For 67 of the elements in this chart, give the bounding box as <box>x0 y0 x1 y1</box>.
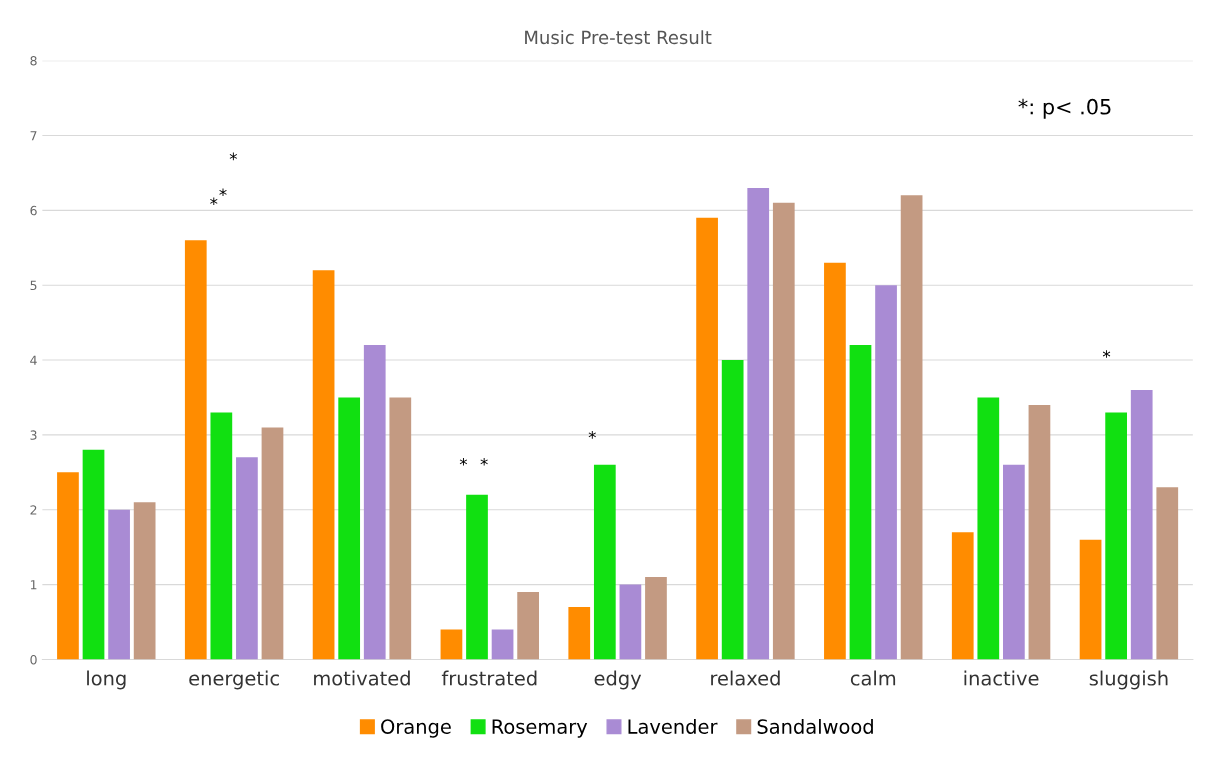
legend-label: Sandalwood <box>757 718 873 734</box>
legend-label: Orange <box>381 719 451 738</box>
bar <box>747 187 770 660</box>
x-tick-label: sluggish <box>1089 670 1168 690</box>
bar <box>1156 487 1179 660</box>
bar <box>517 592 539 660</box>
annotation: * <box>588 431 596 439</box>
annotation: *: p< .05 <box>1018 98 1111 119</box>
y-tick-label: 3 <box>30 430 37 440</box>
y-tick-label: 4 <box>30 355 37 365</box>
x-tick-label: inactive <box>964 670 1039 686</box>
bar <box>645 577 667 660</box>
bar <box>133 502 156 660</box>
bar <box>184 240 207 660</box>
annotation: * <box>229 152 238 161</box>
bar <box>977 397 1000 660</box>
annotation: * <box>459 457 468 466</box>
x-tick-label: frustrated <box>441 670 537 686</box>
x-tick-label: motivated <box>314 670 410 686</box>
x-tick-label: calm <box>850 670 896 686</box>
x-tick-label: relaxed <box>711 670 780 686</box>
bar <box>875 285 897 660</box>
bar <box>82 449 105 660</box>
x-tick-label: long <box>87 670 126 690</box>
annotation: * <box>210 197 218 206</box>
bar <box>108 509 130 660</box>
annotation: * <box>480 457 488 466</box>
bar <box>849 345 872 660</box>
legend-label: Lavender <box>628 718 718 734</box>
bar <box>1003 464 1025 660</box>
bar <box>619 584 642 660</box>
y-tick-label: 0 <box>30 654 37 665</box>
bar <box>210 412 233 660</box>
y-tick-label: 2 <box>30 505 37 515</box>
bar <box>57 472 79 660</box>
bar <box>261 427 284 660</box>
legend-label: Rosemary <box>492 719 588 738</box>
bar <box>236 457 258 660</box>
bar <box>1105 412 1127 660</box>
bar <box>568 607 591 660</box>
bar <box>951 532 974 660</box>
x-tick-label: edgy <box>594 670 642 690</box>
bar <box>466 494 488 660</box>
bar <box>900 195 923 660</box>
bar <box>312 270 335 660</box>
y-tick-label: 6 <box>30 205 37 216</box>
bar <box>389 397 412 660</box>
y-tick-label: 5 <box>30 280 37 291</box>
bar <box>338 397 361 660</box>
bar <box>696 217 718 660</box>
bar <box>824 262 846 660</box>
bar <box>721 360 744 660</box>
x-tick-label: energetic <box>189 670 279 690</box>
y-tick-label: 8 <box>30 56 37 66</box>
bar <box>1079 539 1102 660</box>
annotation: * <box>1102 350 1111 358</box>
chart-title: Music Pre-test Result <box>525 30 712 45</box>
y-tick-label: 7 <box>30 131 37 141</box>
bar <box>363 345 386 660</box>
bar <box>772 202 795 660</box>
bar <box>1028 404 1051 660</box>
bar <box>1130 389 1153 660</box>
bar <box>593 464 616 660</box>
y-tick-label: 1 <box>30 580 37 590</box>
bar <box>491 629 514 660</box>
annotation: * <box>219 188 227 197</box>
bar <box>440 629 463 660</box>
